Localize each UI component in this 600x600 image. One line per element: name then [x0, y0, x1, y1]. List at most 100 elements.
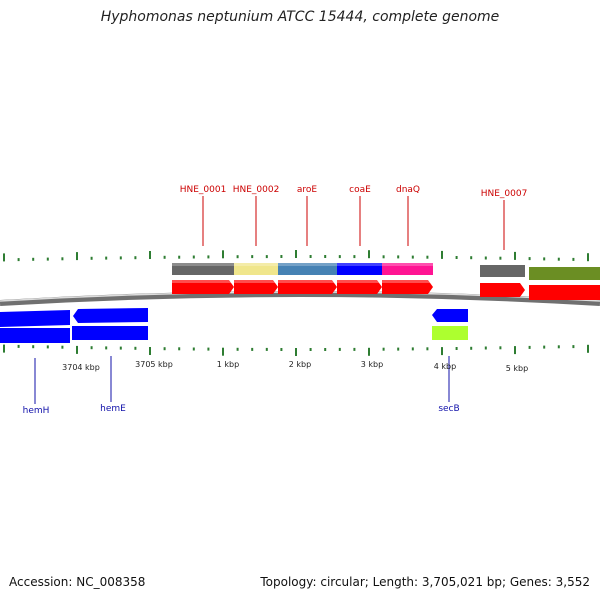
tick-mark — [514, 346, 516, 355]
tick-mark — [90, 346, 93, 350]
genome-summary-text: Topology: circular; Length: 3,705,021 bp… — [260, 575, 590, 589]
tick-mark — [426, 255, 429, 259]
cds-arrow-hne-0001 — [172, 280, 234, 294]
feature-bar-coae — [337, 263, 382, 275]
tick-mark — [470, 346, 473, 350]
reverse-cds-track — [0, 308, 468, 327]
cds-arrow-hemh — [0, 310, 70, 327]
tick-mark — [426, 347, 429, 351]
feature-bar-hne-0007 — [480, 265, 525, 277]
cds-arrow-hne-0002 — [234, 280, 278, 294]
tick-mark — [455, 256, 458, 259]
tick-mark — [119, 346, 122, 350]
gene-label-dnaq: dnaQ — [396, 185, 420, 195]
tick-mark — [178, 255, 181, 259]
tick-mark — [3, 253, 5, 262]
cds-arrow-heme — [73, 308, 148, 323]
tick-mark — [76, 345, 78, 354]
tick-mark — [295, 250, 297, 258]
tick-mark — [295, 348, 297, 356]
tick-mark — [17, 258, 20, 262]
tick-mark — [587, 344, 589, 353]
tick-mark — [90, 256, 93, 260]
cds-arrow-aroe — [278, 280, 337, 294]
gene-label-coae: coaE — [349, 185, 371, 195]
ruler-label-2kbp: 2 kbp — [289, 360, 311, 369]
tick-mark — [397, 347, 400, 351]
tick-mark — [543, 345, 546, 349]
tick-mark — [207, 255, 210, 259]
tick-mark — [353, 347, 356, 351]
cds-arrow-dnaq — [382, 280, 433, 294]
tick-mark — [368, 347, 370, 356]
tick-mark — [178, 347, 181, 351]
genome-title: Hyphomonas neptunium ATCC 15444, complet… — [100, 9, 500, 25]
tick-mark — [32, 345, 35, 349]
cds-arrow-next-gene — [529, 285, 600, 300]
tick-mark — [251, 347, 254, 351]
tick-mark — [382, 347, 385, 351]
cds-arrow-coae — [337, 280, 382, 294]
tick-mark — [163, 255, 166, 259]
tick-mark — [280, 348, 283, 351]
tick-mark — [397, 255, 400, 259]
forward-cds-track — [172, 280, 600, 300]
feature-bar-hemh — [0, 328, 70, 343]
ruler-label-3kbp: 3 kbp — [361, 360, 383, 369]
tick-mark — [236, 255, 239, 259]
tick-mark — [470, 256, 473, 260]
gene-label-heme: hemE — [100, 404, 126, 414]
tick-mark — [207, 347, 210, 351]
tick-mark — [572, 257, 575, 261]
tick-mark — [338, 255, 341, 259]
tick-mark — [587, 253, 589, 262]
tick-mark — [338, 347, 341, 351]
tick-mark — [499, 346, 502, 350]
tick-mark — [382, 255, 385, 259]
tick-mark — [368, 250, 370, 259]
tick-mark — [76, 252, 78, 261]
tick-mark — [192, 255, 195, 259]
ruler-label-4kbp: 4 kbp — [434, 362, 456, 371]
tick-mark — [3, 344, 5, 353]
tick-mark — [32, 257, 35, 261]
tick-mark — [441, 347, 443, 356]
gene-label-hne-0002: HNE_0002 — [233, 185, 280, 195]
tick-mark — [514, 251, 516, 260]
ruler-label-3704kbp: 3704 kbp — [62, 363, 100, 372]
tick-mark — [324, 348, 327, 351]
tick-mark — [61, 257, 64, 261]
tick-mark — [119, 256, 122, 260]
tick-mark — [543, 257, 546, 261]
tick-mark — [557, 345, 560, 349]
gene-label-hemh: hemH — [23, 406, 50, 416]
tick-mark — [309, 348, 312, 351]
feature-bar-dnaq — [382, 263, 433, 275]
tick-mark — [149, 347, 151, 355]
tick-mark — [557, 257, 560, 261]
tick-mark — [265, 255, 268, 259]
tick-mark — [134, 256, 137, 260]
tick-mark — [484, 346, 487, 350]
tick-mark — [455, 347, 458, 350]
feature-bar-heme — [72, 326, 148, 340]
tick-mark — [105, 256, 108, 260]
tick-mark — [192, 347, 195, 351]
tick-mark — [528, 345, 531, 349]
tick-mark — [222, 347, 224, 356]
tick-mark — [309, 255, 312, 258]
tick-mark — [251, 255, 254, 259]
forward-feature-track — [172, 263, 600, 280]
gene-label-secb: secB — [438, 404, 459, 414]
tick-mark — [134, 346, 137, 350]
tick-mark — [61, 345, 64, 349]
tick-mark — [163, 347, 166, 351]
tick-mark — [324, 255, 327, 258]
genome-backbone — [0, 291, 600, 306]
tick-mark — [499, 256, 502, 260]
feature-bar-next-gene — [529, 267, 600, 280]
tick-mark — [46, 345, 49, 349]
tick-mark — [353, 255, 356, 259]
tick-mark — [572, 345, 575, 349]
